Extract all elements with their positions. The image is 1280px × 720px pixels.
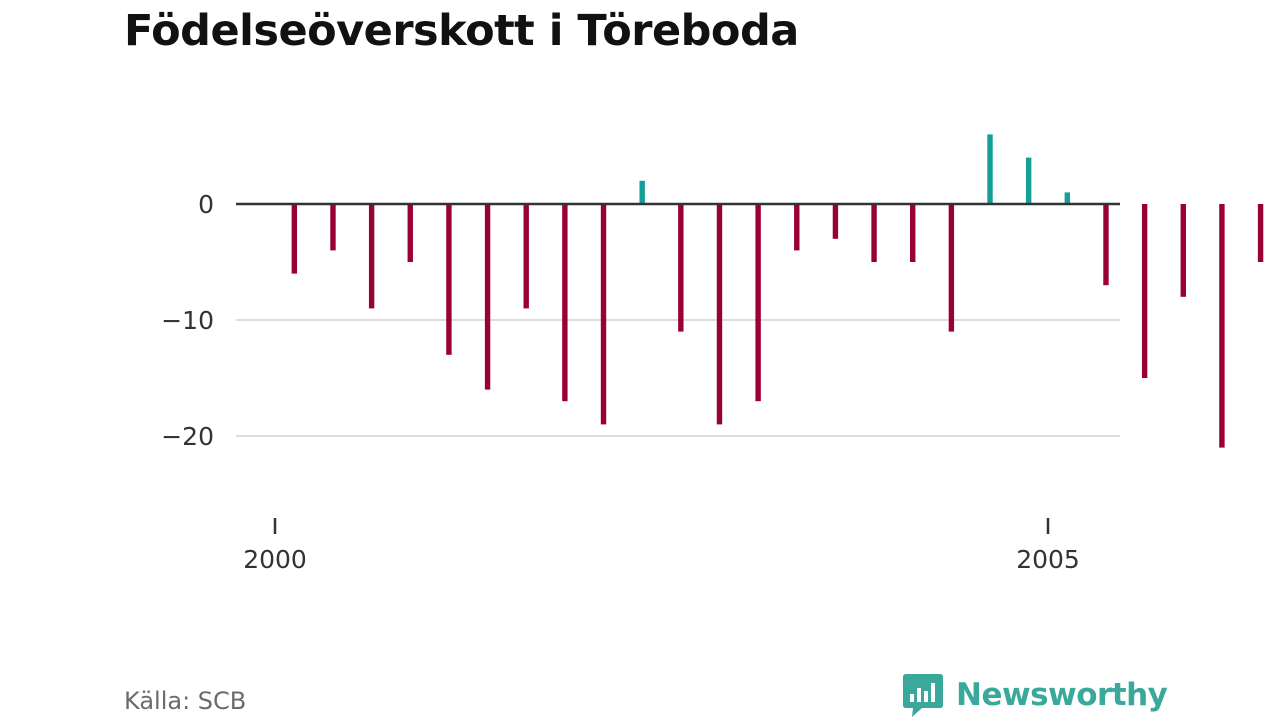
bar <box>1141 204 1148 378</box>
bars <box>291 134 1264 448</box>
newsworthy-logo-icon <box>903 674 943 717</box>
bar <box>330 204 336 251</box>
bar <box>1219 204 1225 448</box>
bar <box>948 204 955 332</box>
bar <box>639 180 645 204</box>
bar-chart: 0−10−20 200020052010201520202025 <box>161 134 1264 574</box>
x-tick-label: 2000 <box>243 545 307 574</box>
y-tick-label: −10 <box>161 306 214 335</box>
grid-lines <box>236 319 1120 437</box>
bar <box>832 204 839 239</box>
bar <box>600 204 607 425</box>
bar <box>523 204 529 309</box>
bar <box>368 204 375 309</box>
bar <box>407 204 413 262</box>
brand: Newsworthy <box>902 670 1168 720</box>
bar <box>562 204 568 402</box>
bar <box>1025 157 1032 204</box>
source-label: Källa: SCB <box>124 687 247 715</box>
y-axis: 0 −10 −20 <box>161 190 214 451</box>
bar <box>484 204 491 390</box>
bar <box>1180 204 1186 297</box>
bar <box>1103 204 1109 286</box>
bar <box>1064 192 1071 204</box>
x-tick-label: 2005 <box>1016 545 1080 574</box>
bar <box>794 204 800 251</box>
chart-title: Födelseöverskott i Töreboda <box>124 6 799 56</box>
brand-name: Newsworthy <box>956 677 1168 713</box>
y-tick-label: −20 <box>161 422 214 451</box>
bar <box>446 204 452 355</box>
bar <box>871 204 877 262</box>
bar <box>910 204 916 262</box>
x-axis: 200020052010201520202025 <box>243 518 1080 574</box>
y-tick-label: 0 <box>198 190 214 219</box>
bar <box>716 204 723 425</box>
bar <box>755 204 761 402</box>
bar <box>987 134 993 204</box>
bar <box>1257 204 1264 262</box>
bar <box>678 204 684 332</box>
bar <box>291 204 298 274</box>
